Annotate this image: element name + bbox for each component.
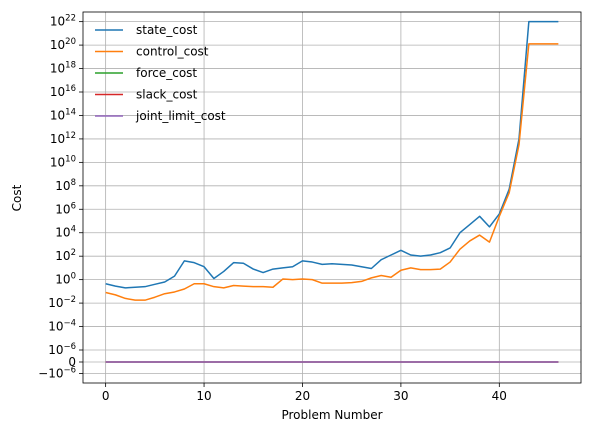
y-tick-exponent: −6 xyxy=(63,342,76,352)
x-tick-label: 0 xyxy=(102,389,110,403)
y-tick-label: 1014 xyxy=(50,107,76,122)
y-tick-label: 1010 xyxy=(50,154,76,169)
y-tick-label: 104 xyxy=(55,225,76,240)
y-tick-exponent: 6 xyxy=(71,201,76,211)
y-tick-exponent: 2 xyxy=(71,248,76,258)
y-tick-label: 1012 xyxy=(50,131,76,146)
y-tick-exponent: 14 xyxy=(65,107,76,117)
y-tick-label: 102 xyxy=(55,248,76,263)
y-tick-label: 1020 xyxy=(50,37,76,52)
y-tick-base: 10 xyxy=(50,132,65,146)
y-tick-exponent: 4 xyxy=(71,225,76,235)
y-tick-base: 10 xyxy=(50,155,65,169)
y-tick-label: 1018 xyxy=(50,61,76,76)
y-tick-exponent: 20 xyxy=(65,37,76,47)
y-tick-base: 10 xyxy=(50,108,65,122)
y-tick-base: 10 xyxy=(55,249,70,263)
y-tick-base: 10 xyxy=(48,320,63,334)
y-tick-exponent: −4 xyxy=(63,319,76,329)
series-line-state-cost xyxy=(105,20,559,289)
y-tick-label: 10−6 xyxy=(48,342,76,357)
y-tick-label: 1016 xyxy=(50,84,76,99)
y-tick-base: 10 xyxy=(48,296,63,310)
y-tick-base: 10 xyxy=(55,179,70,193)
legend: state_cost control_cost force_cost slack_co… xyxy=(95,23,226,123)
y-tick-exponent: 8 xyxy=(71,178,76,188)
y-tick-exponent: 0 xyxy=(71,272,76,282)
y-tick-base: 10 xyxy=(55,273,70,287)
legend-label-state-cost: state_cost xyxy=(136,23,198,37)
legend-label-joint-limit-cost: joint_limit_cost xyxy=(135,109,226,123)
y-tick-base: 10 xyxy=(55,202,70,216)
series-line-control-cost xyxy=(105,43,559,301)
y-tick-exponent: 16 xyxy=(65,84,76,94)
x-tick-label: 20 xyxy=(295,389,310,403)
y-tick-label: 10−4 xyxy=(48,319,76,334)
y-tick-exponent: −6 xyxy=(63,366,76,376)
x-tick-label: 10 xyxy=(196,389,211,403)
grid xyxy=(83,12,581,383)
y-tick-base: −10 xyxy=(38,367,63,381)
y-tick-label: 10−2 xyxy=(48,295,76,310)
y-tick-base: 10 xyxy=(55,226,70,240)
legend-label-control-cost: control_cost xyxy=(136,45,209,59)
y-tick-label: 100 xyxy=(55,272,76,287)
y-tick-base: 0 xyxy=(68,355,76,369)
x-tick-label: 30 xyxy=(393,389,408,403)
y-tick-exponent: 10 xyxy=(65,154,76,164)
y-tick-exponent: −2 xyxy=(63,295,76,305)
y-tick-base: 10 xyxy=(50,15,65,29)
x-axis-label: Problem Number xyxy=(281,408,382,422)
y-tick-label: −10−6 xyxy=(38,366,76,381)
y-tick-label: 1022 xyxy=(50,14,76,29)
series-lines xyxy=(105,20,559,363)
plot-frame xyxy=(82,11,582,384)
legend-label-force-cost: force_cost xyxy=(136,66,197,80)
y-tick-base: 10 xyxy=(48,343,63,357)
y-axis-label: Cost xyxy=(10,184,24,211)
y-tick-exponent: 12 xyxy=(65,131,76,141)
y-tick-label: 106 xyxy=(55,201,76,216)
y-tick-exponent: 22 xyxy=(65,14,76,24)
x-tick-label: 40 xyxy=(492,389,507,403)
y-tick-label: 108 xyxy=(55,178,76,193)
y-tick-label: 0 xyxy=(68,355,76,369)
y-tick-base: 10 xyxy=(50,85,65,99)
legend-label-slack-cost: slack_cost xyxy=(136,88,198,102)
y-tick-base: 10 xyxy=(50,38,65,52)
y-tick-exponent: 18 xyxy=(65,61,76,71)
y-axis-ticks: −10−6010−610−410−21001021041061081010101… xyxy=(38,14,83,381)
y-tick-base: 10 xyxy=(50,62,65,76)
x-axis-ticks: 0 10 20 30 40 xyxy=(102,383,507,403)
